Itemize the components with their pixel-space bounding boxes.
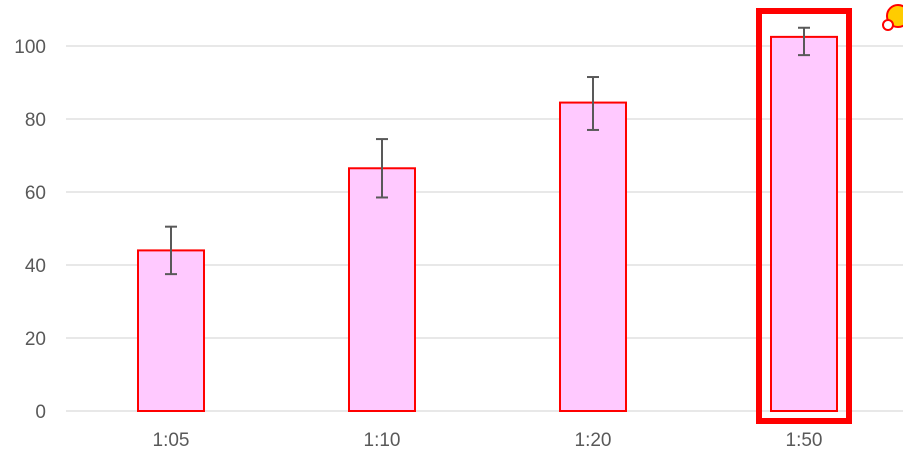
y-tick-label: 100 [14, 37, 46, 58]
y-tick-label: 80 [25, 110, 46, 131]
x-axis-tick-labels: 1:05 1:10 1:20 1:50 [153, 430, 823, 451]
x-tick-label: 1:10 [364, 430, 401, 451]
y-tick-label: 40 [25, 256, 46, 277]
y-tick-label: 60 [25, 183, 46, 204]
corner-marker-icon [882, 4, 903, 31]
y-tick-label: 20 [25, 329, 46, 350]
x-tick-label: 1:05 [153, 430, 190, 451]
error-bar-1:50 [798, 26, 810, 57]
highlight-box-layer [756, 8, 852, 424]
y-tick-label: 0 [35, 402, 46, 423]
bar-1:05 [137, 249, 205, 412]
y-axis-tick-labels: 0 20 40 60 80 100 [14, 37, 46, 423]
gridlines [66, 45, 903, 412]
bars [137, 35, 838, 412]
bar-1:50 [770, 35, 838, 412]
bar-1:20 [559, 101, 627, 412]
x-tick-label: 1:20 [575, 430, 612, 451]
error-bar-1:10 [376, 138, 388, 199]
error-bars [165, 26, 810, 276]
error-bar-1:05 [165, 225, 177, 276]
x-tick-label: 1:50 [786, 430, 823, 451]
bar-1:10 [348, 167, 416, 412]
highlight-box [756, 8, 852, 424]
error-bar-1:20 [587, 76, 599, 131]
